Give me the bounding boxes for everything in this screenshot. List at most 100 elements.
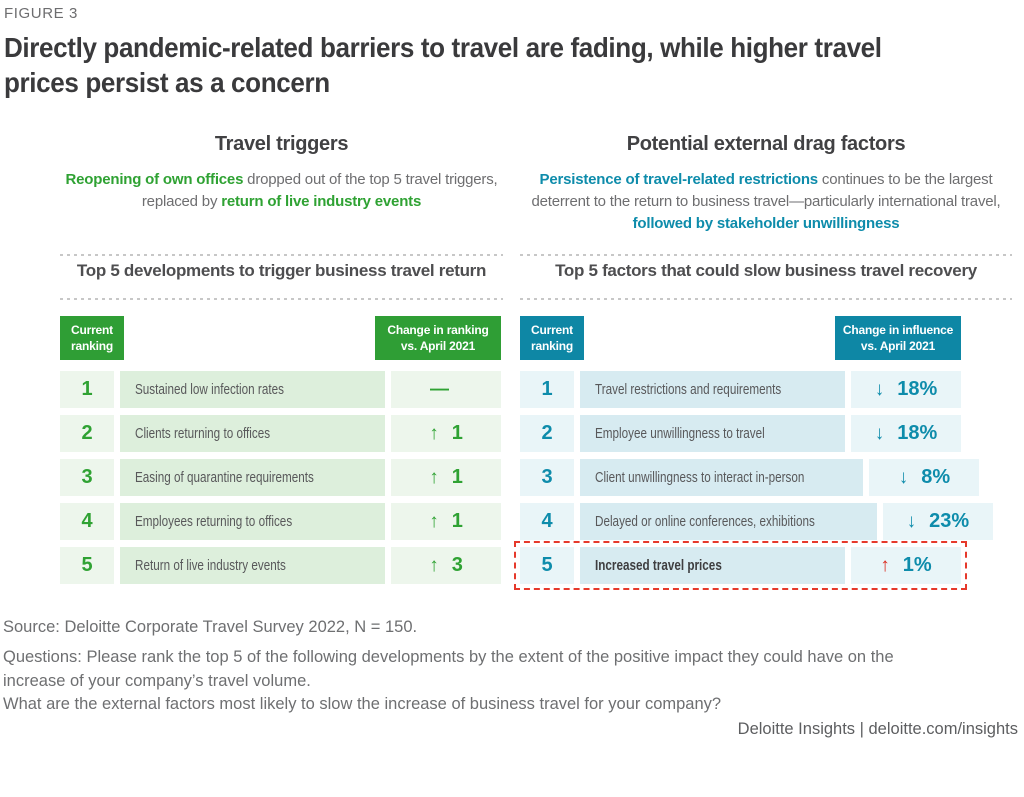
- row-label: Travel restrictions and requirements: [595, 381, 782, 398]
- panel-intro: Reopening of own offices dropped out of …: [60, 169, 503, 213]
- change-arrow-icon: ↑: [429, 510, 439, 532]
- rank-cell: 4: [520, 503, 574, 540]
- intro-accent-text: Reopening of own offices: [65, 171, 244, 188]
- intro-plain-text: dropped out of the top 5 travel triggers…: [141, 171, 498, 210]
- rank-cell: 2: [60, 415, 114, 452]
- row-label: Delayed or online conferences, exhibitio…: [595, 513, 815, 530]
- label-cell: Employees returning to offices: [120, 503, 385, 540]
- row-label: Easing of quarantine requirements: [135, 469, 314, 486]
- change-arrow-icon: —: [430, 378, 449, 400]
- change-arrow-icon: ↑: [429, 554, 439, 576]
- change-value: 8%: [921, 466, 951, 488]
- change-value: 18%: [897, 378, 938, 400]
- table-row: 3 Client unwillingness to interact in-pe…: [520, 459, 980, 496]
- rank-cell: 2: [520, 415, 574, 452]
- change-cell: ↑ 1: [391, 503, 501, 540]
- row-label: Clients returning to offices: [135, 425, 271, 442]
- table-row: 2 Clients returning to offices ↑ 1: [60, 415, 501, 452]
- section-divider: [60, 298, 503, 300]
- row-label: Return of live industry events: [135, 557, 286, 574]
- change-value: 23%: [929, 510, 970, 532]
- rank-cell: 5: [520, 547, 574, 584]
- table-row: 4 Employees returning to offices ↑ 1: [60, 503, 501, 540]
- figure-title: Directly pandemic-related barriers to tr…: [4, 30, 882, 101]
- change-arrow-icon: ↑: [429, 466, 439, 488]
- section-subheading: Top 5 developments to trigger business t…: [76, 261, 487, 280]
- footer-question-line: What are the external factors most likel…: [3, 695, 722, 713]
- change-cell: ↑ 1%: [851, 547, 961, 584]
- label-cell: Delayed or online conferences, exhibitio…: [580, 503, 877, 540]
- footer-question-line: Questions: Please rank the top 5 of the …: [3, 648, 894, 666]
- change-cell: —: [391, 371, 501, 408]
- table-rows: 1 Travel restrictions and requirements ↓…: [514, 371, 993, 590]
- rank-cell: 5: [60, 547, 114, 584]
- table-header: Current ranking Change in influence vs. …: [520, 316, 961, 360]
- label-cell: Employee unwillingness to travel: [580, 415, 845, 452]
- change-cell: ↑ 1: [391, 415, 501, 452]
- intro-accent-text: Persistence of travel-related restrictio…: [539, 171, 819, 188]
- figure-title-line-1: Directly pandemic-related barriers to tr…: [4, 32, 882, 63]
- table-row: 2 Employee unwillingness to travel ↓ 18%: [520, 415, 961, 452]
- footer-question-line: increase of your company’s travel volume…: [3, 671, 311, 690]
- change-arrow-icon: ↓: [874, 422, 885, 444]
- change-cell: ↑ 3: [391, 547, 501, 584]
- row-label: Sustained low infection rates: [135, 381, 284, 398]
- row-label: Client unwillingness to interact in-pers…: [595, 469, 805, 486]
- change-in-influence-badge: Change in influence vs. April 2021: [835, 316, 961, 360]
- change-cell: ↑ 1: [391, 459, 501, 496]
- label-cell: Sustained low infection rates: [120, 371, 385, 408]
- label-cell: Travel restrictions and requirements: [580, 371, 845, 408]
- current-ranking-badge: Current ranking: [60, 316, 124, 360]
- change-arrow-icon: ↑: [880, 554, 890, 576]
- rank-cell: 3: [60, 459, 114, 496]
- table-row: 5 Increased travel prices ↑ 1%: [514, 541, 967, 590]
- change-value: 1: [451, 422, 463, 444]
- change-value: 3: [451, 554, 463, 576]
- row-label: Employee unwillingness to travel: [595, 425, 765, 442]
- change-value: 1: [451, 510, 463, 532]
- figure-label: FIGURE 3: [4, 5, 78, 22]
- label-cell: Easing of quarantine requirements: [120, 459, 385, 496]
- current-ranking-badge: Current ranking: [520, 316, 584, 360]
- table-row: 4 Delayed or online conferences, exhibit…: [520, 503, 993, 540]
- change-value: 18%: [897, 422, 938, 444]
- section-divider: [520, 298, 1012, 300]
- row-label: Employees returning to offices: [135, 513, 293, 530]
- change-cell: ↓ 8%: [869, 459, 980, 496]
- table-row: 5 Return of live industry events ↑ 3: [60, 547, 501, 584]
- rank-cell: 1: [60, 371, 114, 408]
- rank-cell: 4: [60, 503, 114, 540]
- ranking-table: Current ranking Change in influence vs. …: [514, 316, 993, 591]
- table-row: 1 Sustained low infection rates —: [60, 371, 501, 408]
- label-cell: Clients returning to offices: [120, 415, 385, 452]
- ranking-table: Current ranking Change in ranking vs. Ap…: [60, 316, 501, 591]
- rank-cell: 3: [520, 459, 574, 496]
- table-row: 1 Travel restrictions and requirements ↓…: [520, 371, 961, 408]
- section-divider: [60, 254, 503, 256]
- footer-source: Source: Deloitte Corporate Travel Survey…: [3, 618, 418, 636]
- footer-questions: Questions: Please rank the top 5 of the …: [3, 646, 894, 717]
- change-cell: ↓ 18%: [851, 371, 961, 408]
- intro-accent-text: return of live industry events: [221, 192, 422, 210]
- change-in-ranking-badge: Change in ranking vs. April 2021: [375, 316, 501, 360]
- label-cell: Client unwillingness to interact in-pers…: [580, 459, 864, 496]
- table-row: 3 Easing of quarantine requirements ↑ 1: [60, 459, 501, 496]
- panel-intro: Persistence of travel-related restrictio…: [520, 169, 1012, 234]
- label-cell: Return of live industry events: [120, 547, 385, 584]
- row-label: Increased travel prices: [595, 557, 722, 574]
- panel-heading: Potential external drag factors: [626, 133, 906, 155]
- change-value: 1: [451, 466, 463, 488]
- change-arrow-icon: ↓: [906, 510, 917, 532]
- label-cell: Increased travel prices: [580, 547, 845, 584]
- change-cell: ↓ 18%: [851, 415, 961, 452]
- change-value: 1%: [902, 554, 932, 576]
- figure-title-line-2: prices persist as a concern: [4, 67, 330, 99]
- section-subheading: Top 5 factors that could slow business t…: [555, 261, 977, 280]
- table-header: Current ranking Change in ranking vs. Ap…: [60, 316, 501, 360]
- table-rows: 1 Sustained low infection rates — 2 Clie…: [60, 371, 501, 584]
- change-arrow-icon: ↓: [874, 378, 885, 400]
- brand-line: Deloitte Insights | deloitte.com/insight…: [737, 720, 1018, 738]
- intro-accent-text: followed by stakeholder unwillingness: [632, 214, 900, 232]
- change-arrow-icon: ↑: [429, 422, 439, 444]
